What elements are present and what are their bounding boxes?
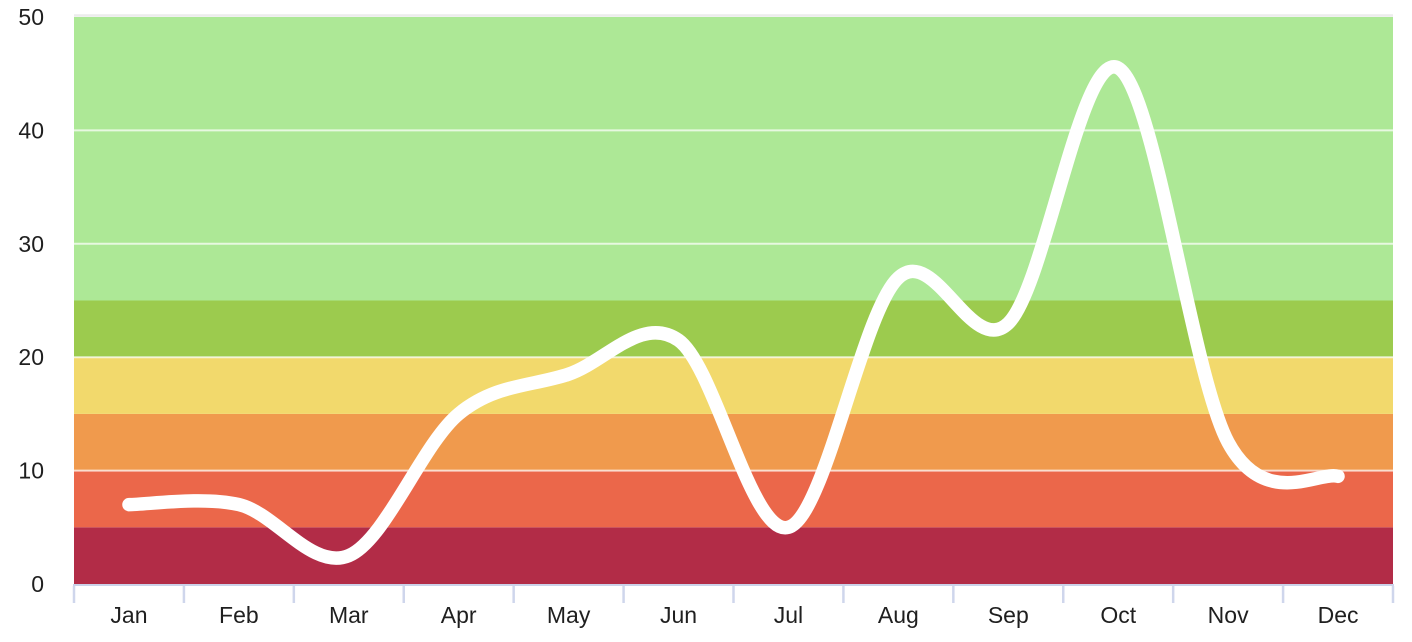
x-axis-label: Oct <box>1100 602 1136 628</box>
x-axis-label: Feb <box>219 602 259 628</box>
y-axis-labels: 0 10 20 30 40 50 <box>18 4 44 597</box>
x-axis <box>72 584 1395 603</box>
y-axis-label: 0 <box>31 571 44 597</box>
threshold-band-5-10 <box>74 470 1393 528</box>
series-line <box>122 60 1345 565</box>
x-axis-labels: Jan Feb Mar Apr May Jun Jul Aug Sep Oct Nov Dec <box>110 602 1358 628</box>
x-axis-label: Jan <box>110 602 147 628</box>
x-axis-label: Apr <box>441 602 477 628</box>
x-axis-label: Sep <box>988 602 1029 628</box>
y-axis-label: 30 <box>18 231 44 257</box>
threshold-band-0-5 <box>74 527 1393 584</box>
x-axis-label: Aug <box>878 602 919 628</box>
y-axis-label: 20 <box>18 344 44 370</box>
threshold-band-20-25 <box>74 300 1393 358</box>
x-axis-label: Jun <box>660 602 697 628</box>
data-series <box>122 60 1345 565</box>
threshold-band-15-20 <box>74 357 1393 414</box>
x-axis-label: Dec <box>1318 602 1359 628</box>
x-axis-label: Jul <box>774 602 803 628</box>
threshold-bands <box>74 17 1393 584</box>
y-axis-label: 40 <box>18 117 44 143</box>
x-axis-label: Nov <box>1208 602 1249 628</box>
threshold-band-25-50 <box>74 17 1393 301</box>
y-axis-label: 50 <box>18 4 44 30</box>
x-axis-label: Mar <box>329 602 369 628</box>
y-axis-label: 10 <box>18 458 44 484</box>
x-axis-label: May <box>547 602 591 628</box>
